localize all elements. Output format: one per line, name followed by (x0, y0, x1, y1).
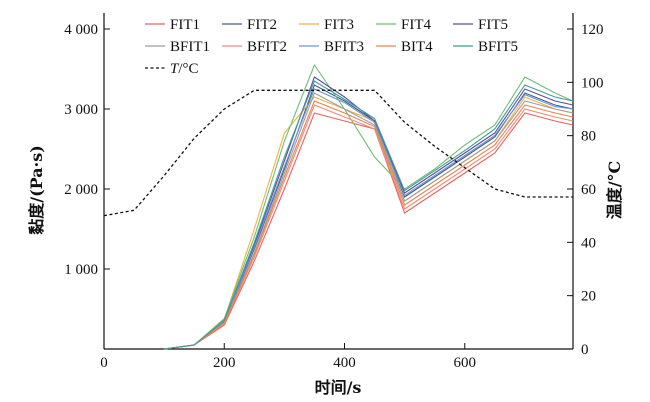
y-right-tick-label: 0 (581, 342, 589, 358)
x-tick-label: 600 (454, 355, 477, 371)
series-line-bfit2 (164, 104, 574, 350)
series-line-bfit5 (164, 80, 574, 350)
y-left-axis-title: 黏度/(Pa·s) (27, 145, 46, 235)
legend: FIT1 FIT2 FIT3 FIT4 FIT5 BFIT1 BFIT2 BFIT3 BIT4 B… (145, 17, 518, 77)
legend-label: BFIT1 (170, 39, 210, 55)
legend-label: FIT3 (324, 17, 354, 33)
series-line-bit4 (164, 100, 574, 350)
series-line-t-c (103, 89, 573, 217)
y-left-tick-label: 4 000 (64, 22, 98, 38)
series-line-fit1 (164, 112, 574, 350)
series-line-fit2 (164, 84, 574, 350)
y-right-tick-label: 20 (581, 289, 596, 305)
series-line-fit3 (164, 96, 574, 350)
y-right-tick-label: 120 (581, 22, 604, 38)
y-right-tick-label: 40 (581, 235, 596, 251)
y-right-tick-label: 60 (581, 182, 596, 198)
plot-frame (103, 13, 574, 350)
legend-label: BIT4 (401, 39, 433, 55)
series-line-fit4 (164, 63, 574, 350)
y-left-tick-label: 2 000 (64, 182, 98, 198)
y-left-tick-label: 3 000 (64, 102, 98, 118)
y-right-tick-label: 100 (581, 75, 604, 91)
axis-ticks: 0 200 400 600 1 000 2 000 3 000 4 000 0 20 40 60 80 1… (64, 22, 603, 371)
legend-label: FIT5 (478, 17, 508, 33)
x-tick-label: 0 (100, 355, 108, 371)
series-layer (103, 63, 574, 350)
y-right-axis-title: 温度/°C (605, 161, 624, 221)
x-tick-label: 200 (213, 355, 236, 371)
legend-label: FIT2 (247, 17, 277, 33)
legend-label: FIT4 (401, 17, 432, 33)
legend-label: T/°C (170, 61, 199, 77)
legend-label: BFIT2 (247, 39, 287, 55)
x-axis-title: 时间/s (315, 378, 362, 397)
legend-label: BFIT5 (478, 39, 518, 55)
legend-label: BFIT3 (324, 39, 364, 55)
series-line-bfit3 (164, 88, 574, 350)
y-right-tick-label: 80 (581, 129, 596, 145)
x-tick-label: 400 (333, 355, 356, 371)
legend-label: FIT1 (170, 17, 200, 33)
y-left-tick-label: 1 000 (64, 262, 98, 278)
